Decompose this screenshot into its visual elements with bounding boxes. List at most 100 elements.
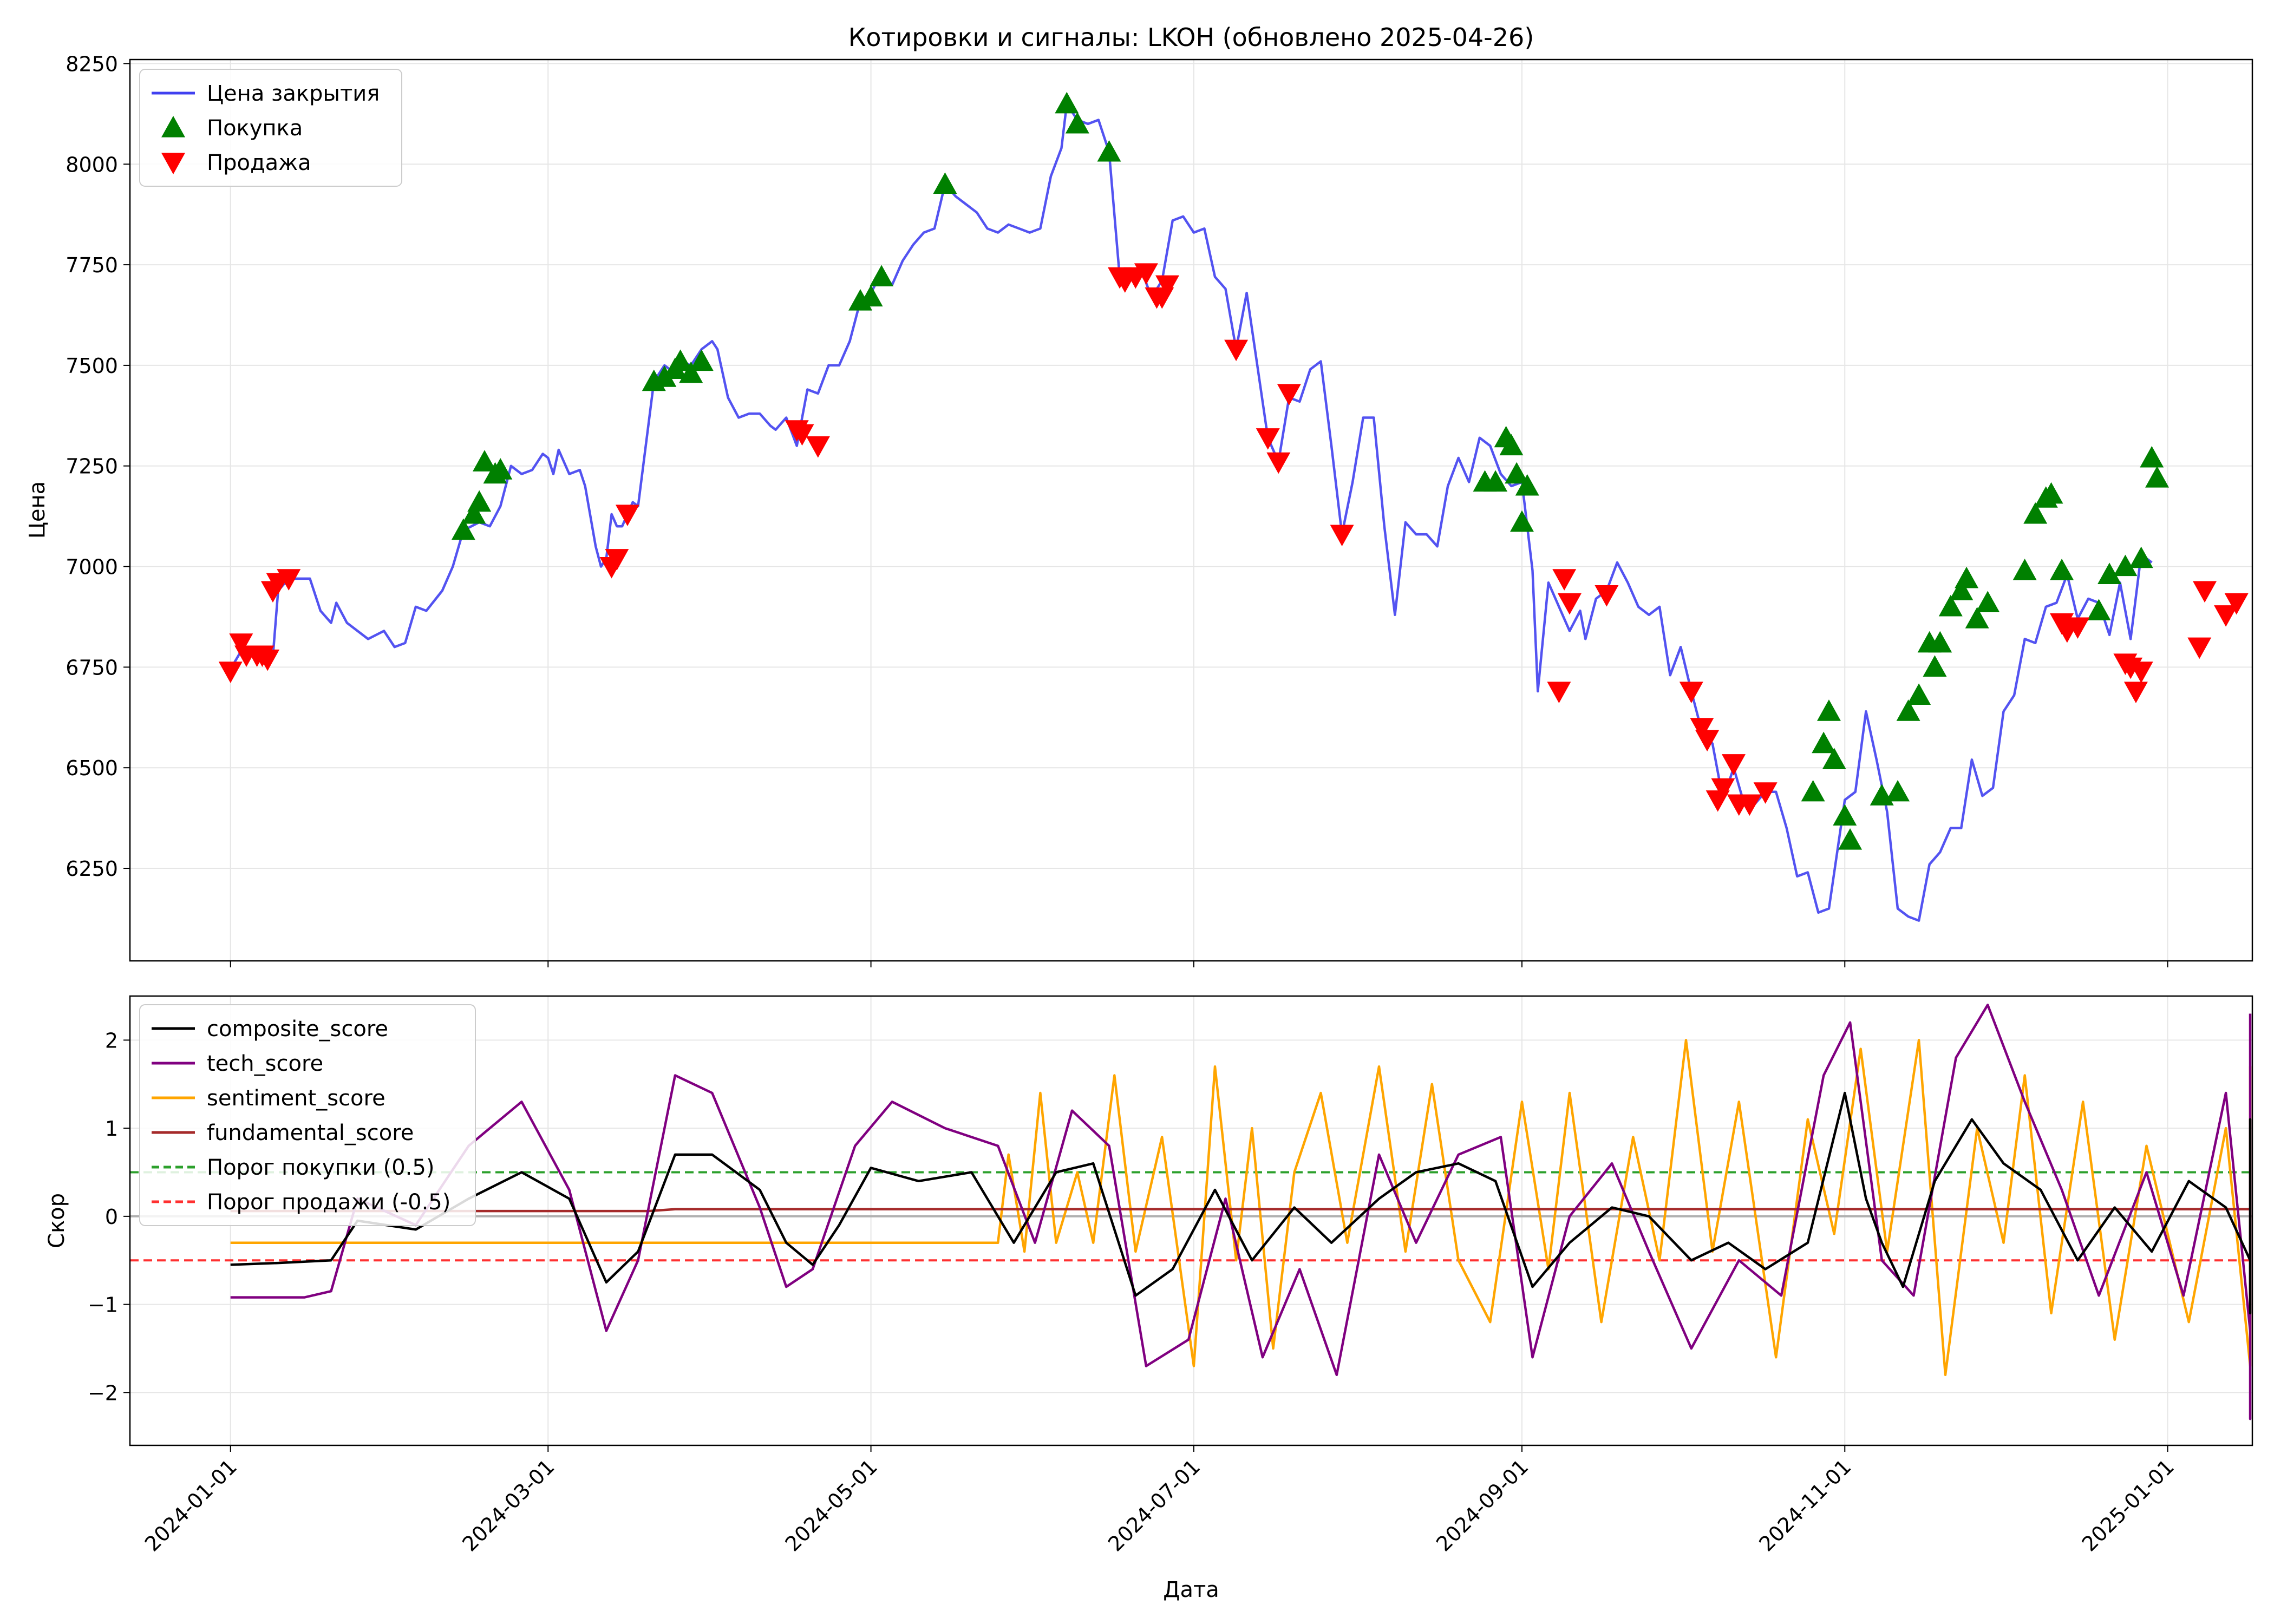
- buy-signal-marker: [2039, 482, 2063, 504]
- buy-signal-marker: [472, 450, 496, 472]
- score-y-axis-label: Скор: [44, 1193, 69, 1248]
- buy-signal-marker: [1822, 748, 1846, 769]
- sell-signal-marker: [1695, 730, 1720, 752]
- sell-signal-marker: [1547, 682, 1571, 703]
- buy-signal-marker: [488, 458, 513, 480]
- price-y-tick-label: 6250: [66, 857, 118, 881]
- sell-signal-marker: [1753, 782, 1778, 804]
- buy-signal-marker: [1928, 631, 1952, 653]
- buy-signal-marker: [467, 490, 492, 512]
- score-legend-label: tech_score: [207, 1051, 323, 1076]
- price-y-ticks: 6250 6500 6750 7000 7250 7500 7750 8000 8250: [66, 52, 130, 881]
- buy-signal-marker: [1484, 470, 1508, 492]
- buy-signal-marker: [2145, 466, 2170, 488]
- buy-signal-marker: [870, 265, 894, 286]
- score-series-layer: [130, 1004, 2252, 1420]
- buy-signal-marker: [1976, 591, 2000, 613]
- buy-signal-marker: [1955, 566, 1979, 588]
- price-y-tick-label: 8000: [66, 153, 118, 176]
- score-legend-label: sentiment_score: [207, 1086, 385, 1111]
- sell-signal-marker: [1552, 569, 1577, 591]
- buy-signal-marker: [451, 518, 475, 540]
- sell-signal-marker: [277, 569, 301, 591]
- score-y-ticks: −2 −1 0 1 2: [88, 1029, 130, 1405]
- buy-signal-marker: [1886, 780, 1910, 802]
- sell-signal-marker: [256, 649, 280, 671]
- score-y-tick-label: −2: [88, 1381, 118, 1405]
- buy-signal-marker: [1833, 804, 1857, 826]
- score-legend-box: [139, 1004, 476, 1226]
- score-y-tick-label: 0: [105, 1205, 118, 1229]
- buy-signal-marker: [1055, 91, 1079, 114]
- price-chart-panel: 6250 6500 6750 7000 7250 7500 7750 8000 8250 Цен…: [25, 52, 2253, 967]
- sell-signal-marker: [2224, 593, 2249, 615]
- score-legend-label: Порог продажи (-0.5): [207, 1190, 450, 1215]
- price-y-tick-label: 7750: [66, 253, 118, 277]
- sell-signal-marker: [2193, 581, 2217, 603]
- buy-signal-marker: [668, 349, 692, 371]
- buy-signal-marker: [2012, 558, 2037, 580]
- buy-signal-marker: [462, 502, 486, 524]
- sell-signal-marker: [1721, 754, 1746, 776]
- price-gridlines: [130, 60, 2252, 961]
- buy-signal-marker: [1965, 607, 1989, 628]
- sell-signal-marker: [1711, 778, 1735, 800]
- buy-signal-marker: [2129, 546, 2153, 568]
- buy-signal-marker: [2140, 446, 2164, 468]
- buy-signal-marker: [1896, 699, 1920, 721]
- score-legend-label: composite_score: [207, 1017, 388, 1042]
- buy-signal-marker: [1499, 434, 1524, 456]
- price-legend-label: Продажа: [207, 150, 311, 175]
- buy-signal-marker: [2050, 558, 2074, 580]
- buy-signal-marker: [679, 361, 703, 383]
- buy-signal-marker: [2113, 554, 2138, 577]
- buy-signal-marker: [859, 285, 883, 307]
- x-axis-label: Дата: [1163, 1577, 1219, 1602]
- buy-signal-marker: [652, 365, 677, 387]
- sell-signal-marker: [1256, 428, 1280, 450]
- price-y-axis-label: Цена: [25, 481, 50, 539]
- sell-signal-marker: [1679, 682, 1703, 703]
- sell-signal-marker: [2214, 605, 2238, 627]
- price-legend-label: Цена закрытия: [207, 81, 380, 106]
- score-plot-frame: [129, 995, 2253, 1446]
- price-y-tick-label: 7000: [66, 555, 118, 579]
- sell-signal-marker: [615, 505, 639, 526]
- score-y-tick-label: 1: [105, 1117, 118, 1141]
- buy-signal-marker: [933, 172, 957, 194]
- sell-signal-marker: [2123, 682, 2148, 703]
- sell-signal-marker: [2187, 637, 2212, 659]
- price-y-tick-label: 7250: [66, 455, 118, 479]
- buy-signal-marker: [1838, 828, 1863, 850]
- buy-signal-marker: [1816, 699, 1841, 721]
- sell-signal-marker: [218, 662, 243, 683]
- price-x-ticks: [230, 961, 2168, 967]
- sell-signal-marker: [1266, 452, 1291, 474]
- sell-signal-marker: [229, 633, 253, 655]
- buy-signal-marker: [2023, 502, 2048, 524]
- sell-signal-marker: [2129, 662, 2153, 683]
- price-y-tick-label: 6750: [66, 656, 118, 679]
- price-legend: Цена закрытия Покупка Продажа: [139, 69, 402, 187]
- buy-signal-marker: [1510, 510, 1534, 532]
- buy-signal-marker: [2097, 562, 2122, 585]
- score-legend-label: fundamental_score: [207, 1121, 414, 1145]
- buy-signal-marker: [1812, 731, 1836, 754]
- sell-signal-marker: [1155, 275, 1180, 297]
- score-legend-label: Порог покупки (0.5): [207, 1155, 434, 1180]
- sell-signal-marker: [790, 424, 814, 446]
- buy-signal-marker: [1949, 579, 1974, 600]
- sell-signal-marker: [1224, 339, 1249, 362]
- sell-signal-marker: [1330, 525, 1354, 547]
- sell-signal-marker: [806, 436, 830, 458]
- sell-signal-marker: [1557, 593, 1582, 615]
- buy-signal-marker: [1923, 655, 1947, 677]
- sell-signal-marker: [1277, 384, 1301, 405]
- buy-signal-marker: [1515, 474, 1539, 496]
- score-legend: composite_score tech_score sentiment_score…: [139, 1004, 476, 1226]
- close-price-line: [229, 102, 2153, 922]
- price-plot-frame: [129, 58, 2253, 962]
- sell-signal-marker: [1595, 585, 1619, 607]
- composite-score-line: [230, 1091, 2252, 1315]
